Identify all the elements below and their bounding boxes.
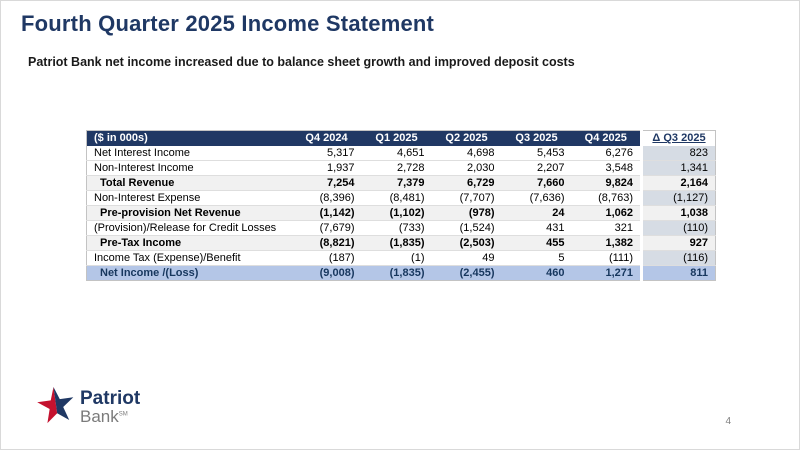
- cell-value: 5,453: [501, 145, 572, 161]
- logo-bank-text: BankSM: [80, 407, 128, 426]
- slide-title: Fourth Quarter 2025 Income Statement: [21, 11, 435, 36]
- cell-value: (733): [361, 220, 432, 236]
- income-statement-table: ($ in 000s) Q4 2024 Q1 2025 Q2 2025 Q3 2025 Q…: [86, 130, 716, 281]
- cell-value: 9,824: [571, 175, 642, 191]
- cell-value: 6,729: [431, 175, 502, 191]
- patriot-bank-logo: Patriot BankSM: [37, 386, 140, 427]
- column-header: Q4 2024: [291, 130, 362, 146]
- cell-value: 1,038: [640, 205, 716, 221]
- cell-value: 823: [640, 145, 716, 161]
- cell-value: (8,396): [291, 190, 362, 206]
- cell-value: 7,254: [291, 175, 362, 191]
- logo-sm-mark: SM: [118, 411, 128, 418]
- cell-value: 2,030: [431, 160, 502, 176]
- cell-value: 460: [501, 265, 572, 281]
- cell-value: 1,341: [640, 160, 716, 176]
- cell-value: 5: [501, 250, 572, 266]
- cell-value: (8,763): [571, 190, 642, 206]
- column-header: Q3 2025: [501, 130, 572, 146]
- cell-value: 1,382: [571, 235, 642, 251]
- cell-value: 4,698: [431, 145, 502, 161]
- cell-value: 927: [640, 235, 716, 251]
- cell-value: (9,008): [291, 265, 362, 281]
- cell-value: 1,271: [571, 265, 642, 281]
- cell-value: 7,660: [501, 175, 572, 191]
- cell-value: (7,679): [291, 220, 362, 236]
- cell-value: 3,548: [571, 160, 642, 176]
- row-label: Net Income /(Loss): [86, 265, 292, 281]
- cell-value: (110): [640, 220, 716, 236]
- row-label: Pre-provision Net Revenue: [86, 205, 292, 221]
- cell-value: 2,164: [640, 175, 716, 191]
- row-label: Non-Interest Expense: [86, 190, 292, 206]
- table-row: Net Income /(Loss) (9,008) (1,835) (2,455) 4…: [86, 265, 716, 281]
- column-header: Q2 2025: [431, 130, 502, 146]
- page-number: 4: [725, 416, 731, 427]
- logo-text: Patriot BankSM: [80, 386, 140, 427]
- cell-value: (8,481): [361, 190, 432, 206]
- cell-value: (2,455): [431, 265, 502, 281]
- column-header-units: ($ in 000s): [86, 130, 292, 146]
- row-label: Pre-Tax Income: [86, 235, 292, 251]
- logo-patriot-text: Patriot: [80, 388, 141, 409]
- table-row: Pre-provision Net Revenue (1,142) (1,102)(…: [86, 205, 716, 221]
- column-header: Q1 2025: [361, 130, 432, 146]
- star-icon: [37, 386, 75, 424]
- cell-value: (978): [431, 205, 502, 221]
- table-row: Total Revenue 7,254 7,379 6,729 7,660 9,824 2,…: [86, 175, 716, 191]
- cell-value: 1,937: [291, 160, 362, 176]
- cell-value: (1,142): [291, 205, 362, 221]
- cell-value: 2,207: [501, 160, 572, 176]
- cell-value: 811: [640, 265, 716, 281]
- cell-value: 7,379: [361, 175, 432, 191]
- cell-value: (7,636): [501, 190, 572, 206]
- cell-value: (111): [571, 250, 642, 266]
- slide-subtitle: Patriot Bank net income increased due to…: [28, 55, 575, 69]
- row-label: Non-Interest Income: [86, 160, 292, 176]
- cell-value: (1,524): [431, 220, 502, 236]
- cell-value: 6,276: [571, 145, 642, 161]
- cell-value: (1,835): [361, 265, 432, 281]
- row-label: Net Interest Income: [86, 145, 292, 161]
- column-header: Q4 2025: [571, 130, 642, 146]
- row-label: (Provision)/Release for Credit Losses: [86, 220, 292, 236]
- table-header-row: ($ in 000s) Q4 2024 Q1 2025 Q2 2025 Q3 2025 Q…: [86, 130, 716, 146]
- table-row: Pre-Tax Income (8,821) (1,835) (2,503) 455 1,…: [86, 235, 716, 251]
- cell-value: 5,317: [291, 145, 362, 161]
- cell-value: (2,503): [431, 235, 502, 251]
- table-row: Non-Interest Expense (8,396) (8,481) (7,707…: [86, 190, 716, 206]
- cell-value: 1,062: [571, 205, 642, 221]
- cell-value: 24: [501, 205, 572, 221]
- income-statement-table-container: ($ in 000s) Q4 2024 Q1 2025 Q2 2025 Q3 2025 Q…: [86, 130, 716, 281]
- table-row: Non-Interest Income 1,937 2,728 2,030 2,207 3…: [86, 160, 716, 176]
- cell-value: (1,835): [361, 235, 432, 251]
- cell-value: (1,102): [361, 205, 432, 221]
- cell-value: (8,821): [291, 235, 362, 251]
- cell-value: (116): [640, 250, 716, 266]
- cell-value: (1,127): [640, 190, 716, 206]
- cell-value: (7,707): [431, 190, 502, 206]
- cell-value: 4,651: [361, 145, 432, 161]
- row-label: Total Revenue: [86, 175, 292, 191]
- cell-value: (187): [291, 250, 362, 266]
- cell-value: 455: [501, 235, 572, 251]
- cell-value: 2,728: [361, 160, 432, 176]
- table-row: Net Interest Income 5,317 4,651 4,698 5,453 6…: [86, 145, 716, 161]
- table-row: Income Tax (Expense)/Benefit (187) (1) 49 5(…: [86, 250, 716, 266]
- row-label: Income Tax (Expense)/Benefit: [86, 250, 292, 266]
- column-header-delta: Δ Q3 2025: [640, 130, 716, 146]
- cell-value: 431: [501, 220, 572, 236]
- cell-value: 49: [431, 250, 502, 266]
- cell-value: 321: [571, 220, 642, 236]
- table-row: (Provision)/Release for Credit Losses (7,…: [86, 220, 716, 236]
- cell-value: (1): [361, 250, 432, 266]
